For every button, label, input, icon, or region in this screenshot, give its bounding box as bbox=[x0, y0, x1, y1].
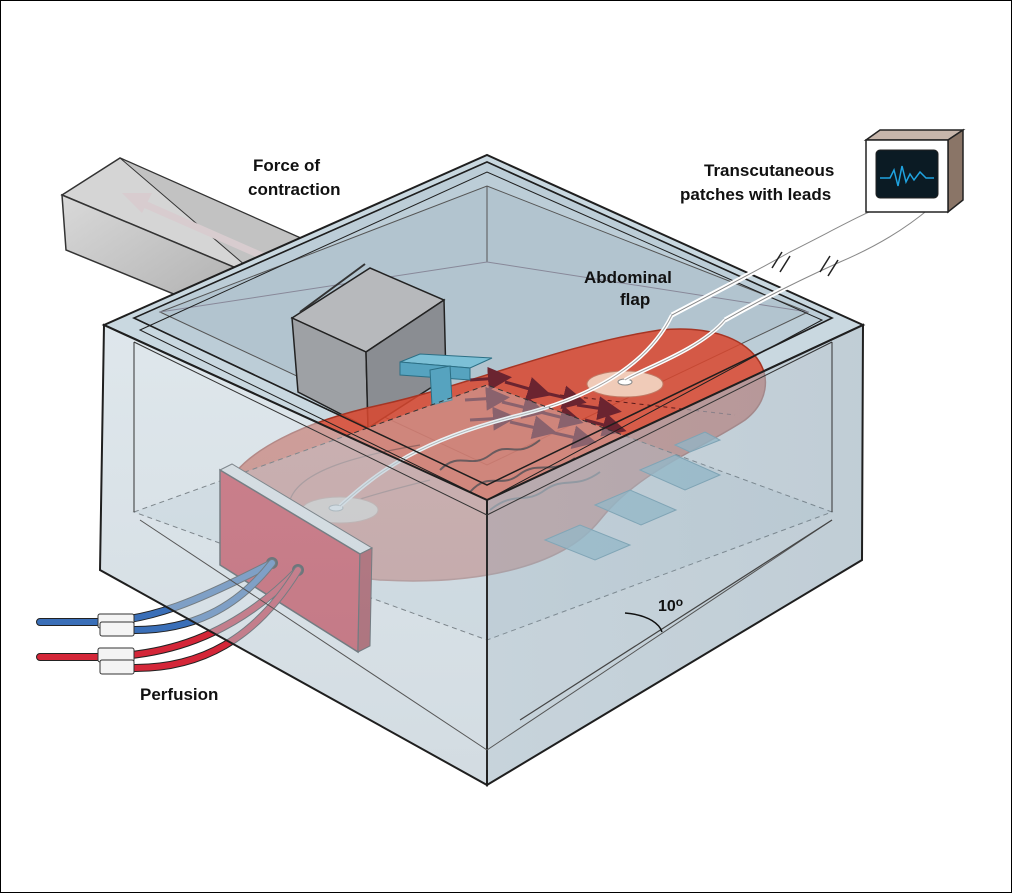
perfusion-label: Perfusion bbox=[140, 685, 218, 704]
tank-lid-rim bbox=[132, 161, 834, 501]
flap-label-line2: flap bbox=[620, 290, 650, 309]
tube-connectors bbox=[97, 613, 135, 675]
flap-label-line1: Abdominal bbox=[584, 268, 672, 287]
patches-label-line2: patches with leads bbox=[680, 185, 831, 204]
angle-degree: o bbox=[676, 595, 683, 609]
force-label-line2: contraction bbox=[248, 180, 341, 199]
angle-indicator bbox=[624, 612, 663, 633]
external-leads bbox=[670, 202, 932, 323]
tissue-clamp bbox=[399, 353, 493, 406]
force-direction-arrows bbox=[464, 366, 627, 450]
force-label-line1: Force of bbox=[253, 156, 320, 175]
tank-front bbox=[98, 323, 865, 787]
angle-value: 10 bbox=[658, 598, 676, 615]
oscilloscope-monitor-icon bbox=[863, 128, 966, 214]
patches-label-line1: Transcutaneous bbox=[704, 161, 834, 180]
angle-label: 10o bbox=[658, 595, 683, 615]
